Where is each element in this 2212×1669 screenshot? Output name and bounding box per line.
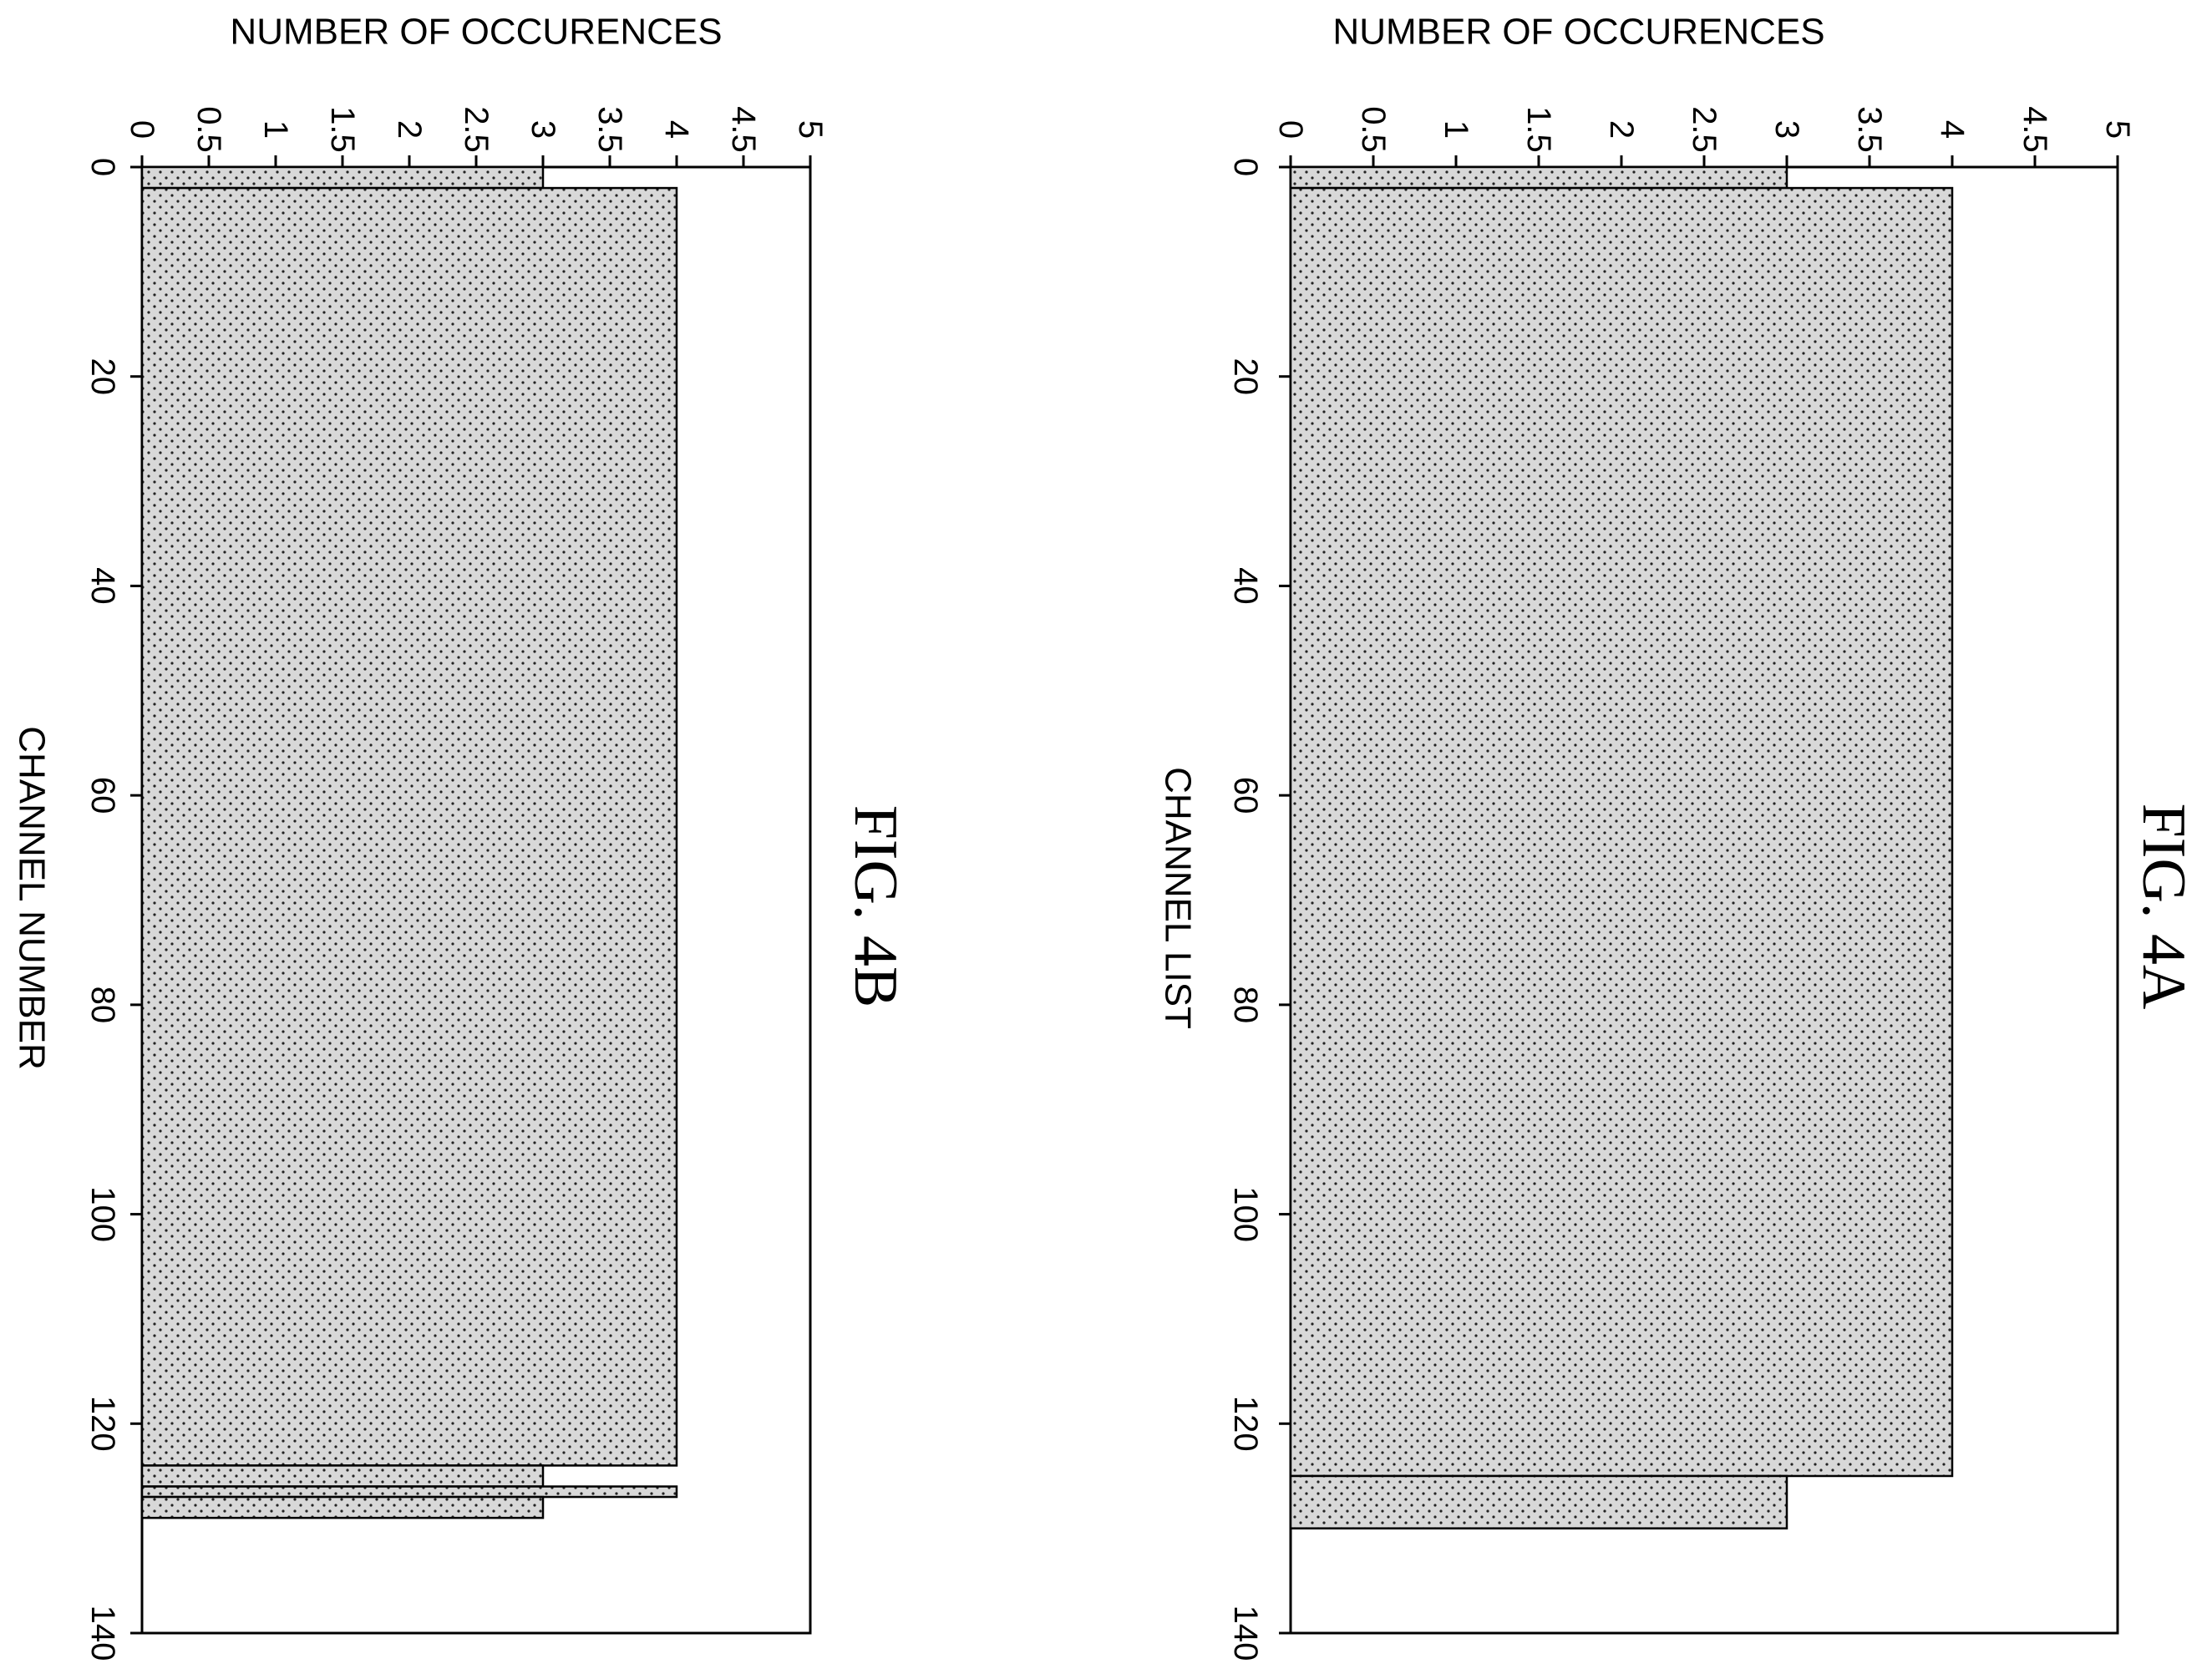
fig4b-channel-tick-label: 80 [84, 987, 121, 1024]
fig4a-figure-label: FIG. 4A [2129, 804, 2198, 1010]
fig4a-channel-tick-label: 100 [1227, 1186, 1264, 1242]
fig4b-occurrence-tick-label: 0 [124, 120, 160, 139]
fig4b-figure-label: FIG. 4B [841, 805, 910, 1008]
fig4a-occurrence-tick-label: 4.5 [2017, 106, 2053, 153]
fig4a-channel-tick-label: 80 [1227, 987, 1264, 1024]
fig4a-occurrence-axis-label: NUMBER OF OCCURENCES [1332, 12, 1824, 53]
fig4a-channel-tick-label: 0 [1227, 158, 1264, 176]
fig4b-occurrence-tick-label: 4 [658, 120, 695, 139]
fig4b-channel-tick-label: 140 [84, 1606, 121, 1661]
fig4a-occurrence-tick-label: 1 [1438, 120, 1474, 139]
fig4a-channel-tick-label: 20 [1227, 358, 1264, 395]
fig4b-bar-segment-2 [140, 1464, 545, 1488]
fig4b-occurrence-tick-label: 1 [257, 120, 294, 139]
fig4b-occurrence-axis-label: NUMBER OF OCCURENCES [230, 12, 722, 53]
fig4a-occurrence-tick-label: 2 [1603, 120, 1640, 139]
fig4b-channel-tick-label: 60 [84, 777, 121, 814]
fig4b-occurrence-tick-label: 1.5 [324, 106, 361, 153]
fig4b-bar-segment-3 [140, 1485, 678, 1499]
fig4b-channel-tick-label: 0 [84, 158, 121, 176]
fig4a-channel-tick-label: 40 [1227, 567, 1264, 605]
fig4a-channel-tick-label: 140 [1227, 1606, 1264, 1661]
fig4b-occurrence-tick-label: 2.5 [458, 106, 495, 153]
fig4a-occurrence-tick-label: 5 [2099, 120, 2136, 139]
fig4b-bar-segment-0 [140, 165, 545, 190]
fig4b-channel-tick-label: 40 [84, 567, 121, 605]
fig4b-occurrence-tick-label: 5 [792, 120, 829, 139]
fig4b-channel-tick-label: 100 [84, 1186, 121, 1242]
fig4a-occurrence-tick-label: 4 [1934, 120, 1971, 139]
fig4a-occurrence-tick-label: 3.5 [1851, 106, 1888, 153]
fig4b-channel-axis-label: CHANNEL NUMBER [12, 726, 53, 1070]
fig4b-chart: 0 20 40 60 80 100 120 140 0 0.5 1 1.5 2 2.5 3 3.5 4 4.5 5 N… [12, 12, 911, 1661]
fig4a-bar-segment-1 [1289, 186, 1954, 1478]
fig4a-bar-segment-0 [1289, 165, 1788, 190]
fig4b-occurrence-tick-label: 4.5 [725, 106, 762, 153]
fig4a-channel-axis-label: CHANNEL LIST [1158, 767, 1199, 1029]
fig4a-occurrence-tick-label: 0 [1272, 120, 1309, 139]
fig4a-bar-segment-2 [1289, 1474, 1788, 1529]
fig4a-chart: 0 20 40 60 80 100 120 140 0 0.5 1 1.5 2 2.5 3 3.5 4 4.5 5 N… [1158, 12, 2199, 1661]
fig4a-occurrence-tick-label: 0.5 [1355, 106, 1392, 153]
fig4b-bar-segment-1 [140, 186, 678, 1467]
fig4b-bar-segment-4 [140, 1495, 545, 1519]
fig4b-occurrence-tick-label: 2 [391, 120, 428, 139]
fig4a-channel-tick-label: 120 [1227, 1396, 1264, 1452]
fig4a-occurrence-tick-label: 1.5 [1520, 106, 1557, 153]
fig4b-occurrence-tick-label: 3.5 [591, 106, 628, 153]
fig4b-channel-tick-label: 20 [84, 358, 121, 395]
fig4b-occurrence-tick-label: 0.5 [190, 106, 227, 153]
fig4b-channel-tick-label: 120 [84, 1396, 121, 1452]
fig4a-occurrence-tick-label: 3 [1768, 120, 1805, 139]
fig4b-occurrence-tick-label: 3 [525, 120, 561, 139]
fig4a-channel-tick-label: 60 [1227, 777, 1264, 814]
fig4a-occurrence-tick-label: 2.5 [1686, 106, 1722, 153]
